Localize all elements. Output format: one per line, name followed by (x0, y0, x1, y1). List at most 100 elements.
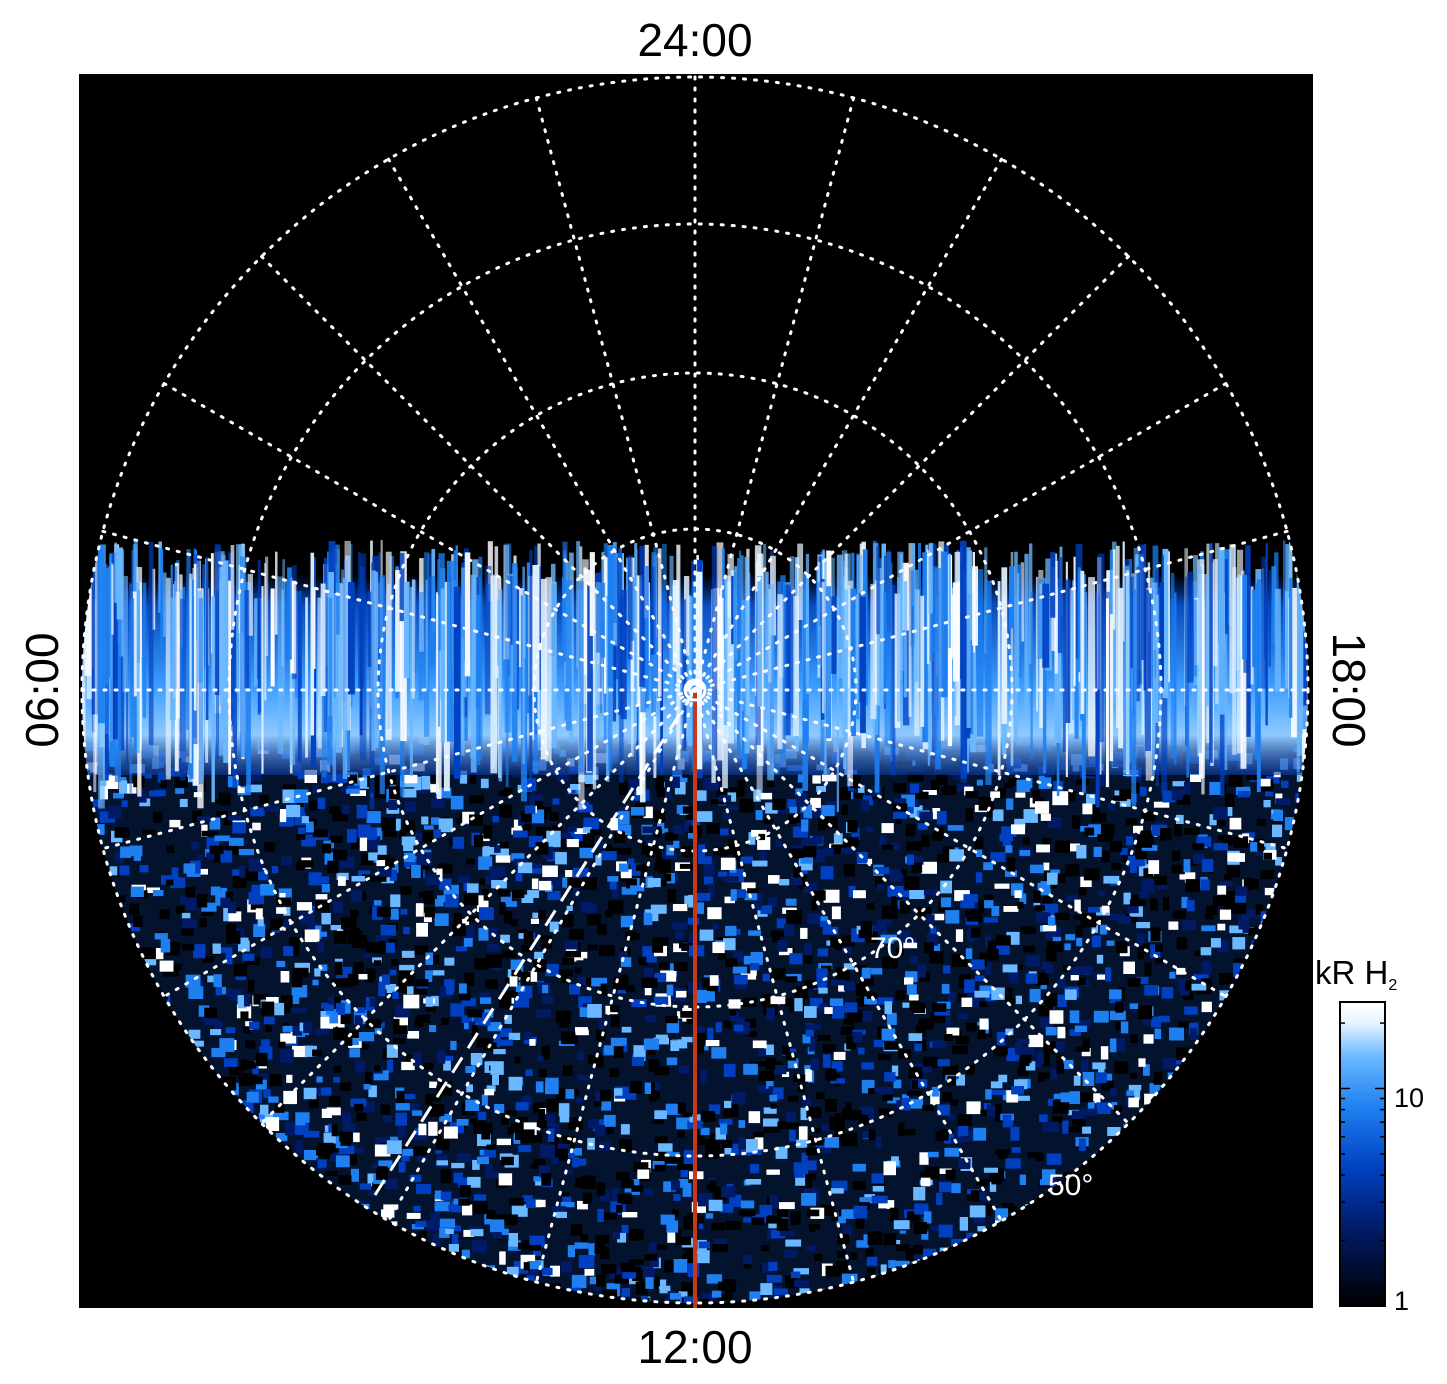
emission-pixel (697, 902, 704, 914)
emission-pixel (652, 1118, 665, 1124)
emission-pixel (1149, 1083, 1163, 1094)
emission-pixel (279, 814, 295, 827)
emission-pixel (875, 878, 884, 888)
emission-streak (1106, 598, 1109, 787)
emission-streak (98, 544, 105, 724)
emission-pixel (818, 987, 828, 994)
emission-pixel (295, 1140, 303, 1154)
emission-pixel (374, 1024, 383, 1035)
emission-pixel (1175, 814, 1184, 824)
emission-pixel (510, 919, 518, 927)
emission-pixel (1312, 1079, 1324, 1085)
emission-pixel (209, 845, 224, 854)
emission-pixel (709, 975, 719, 986)
emission-pixel (730, 1009, 736, 1016)
emission-pixel (782, 1071, 790, 1077)
emission-pixel (309, 800, 321, 811)
emission-pixel (1150, 898, 1158, 911)
emission-pixel (868, 1128, 876, 1141)
emission-pixel (654, 972, 667, 983)
emission-pixel (907, 854, 914, 865)
emission-pixel (813, 890, 826, 901)
emission-pixel (955, 929, 964, 942)
emission-pixel (356, 1112, 367, 1121)
emission-pixel (250, 904, 263, 910)
emission-pixel (974, 990, 990, 998)
emission-pixel (340, 1014, 351, 1025)
emission-pixel (538, 1165, 551, 1177)
emission-pixel (939, 1181, 952, 1193)
emission-pixel (466, 1084, 473, 1093)
emission-pixel (1229, 817, 1242, 830)
emission-streak (662, 544, 667, 639)
emission-pixel (1059, 1059, 1074, 1070)
emission-pixel (1078, 888, 1087, 896)
emission-pixel (383, 1178, 398, 1189)
emission-pixel (1217, 923, 1226, 931)
emission-pixel (759, 850, 767, 864)
emission-pixel (1052, 1100, 1069, 1114)
emission-pixel (995, 942, 1010, 955)
emission-pixel (671, 922, 688, 930)
emission-pixel (576, 1051, 584, 1061)
emission-pixel (823, 847, 834, 857)
emission-pixel (1028, 1034, 1044, 1048)
emission-pixel (535, 1178, 542, 1186)
emission-pixel (359, 837, 368, 851)
emission-pixel (588, 1054, 603, 1065)
emission-pixel (872, 1185, 885, 1192)
emission-pixel (987, 940, 997, 953)
emission-pixel (1062, 1120, 1069, 1134)
emission-pixel (935, 1131, 949, 1141)
emission-streak (165, 577, 171, 780)
emission-pixel (599, 1247, 610, 1260)
emission-pixel (665, 1103, 681, 1115)
emission-pixel (355, 1198, 363, 1206)
emission-pixel (884, 1072, 896, 1082)
emission-pixel (380, 942, 396, 953)
emission-pixel (390, 894, 401, 908)
emission-pixel (435, 898, 444, 907)
emission-pixel (466, 883, 479, 893)
emission-pixel (138, 790, 147, 803)
emission-pixel (551, 1157, 559, 1165)
emission-pixel (951, 1137, 964, 1144)
emission-pixel (245, 956, 260, 965)
emission-pixel (750, 963, 760, 971)
emission-pixel (492, 1074, 499, 1086)
emission-pixel (1235, 786, 1251, 795)
emission-pixel (680, 1011, 693, 1018)
emission-pixel (417, 1153, 428, 1163)
emission-pixel (613, 831, 625, 843)
emission-pixel (440, 1055, 454, 1061)
emission-pixel (303, 1021, 312, 1034)
emission-pixel (682, 1183, 692, 1197)
emission-pixel (459, 987, 471, 1001)
emission-pixel (1128, 1097, 1139, 1108)
emission-pixel (937, 1168, 952, 1174)
emission-pixel (242, 953, 255, 961)
emission-streak (928, 543, 933, 614)
emission-pixel (185, 887, 196, 898)
emission-pixel (393, 1025, 408, 1035)
emission-pixel (822, 926, 839, 935)
emission-pixel (557, 1143, 570, 1153)
emission-pixel (706, 1274, 723, 1284)
emission-streak (1065, 579, 1071, 723)
emission-pixel (404, 801, 416, 813)
emission-pixel (289, 937, 300, 949)
emission-pixel (1120, 848, 1128, 855)
emission-pixel (1169, 1027, 1184, 1041)
emission-pixel (1126, 836, 1133, 846)
emission-pixel (568, 1153, 575, 1159)
emission-pixel (775, 1146, 788, 1159)
emission-pixel (655, 1151, 665, 1164)
emission-pixel (1002, 1114, 1012, 1128)
emission-pixel (871, 1195, 888, 1204)
emission-pixel (388, 799, 398, 810)
emission-pixel (688, 894, 698, 908)
emission-pixel (273, 1111, 289, 1121)
emission-pixel (909, 890, 925, 899)
emission-pixel (920, 1177, 931, 1187)
emission-pixel (787, 1095, 799, 1102)
